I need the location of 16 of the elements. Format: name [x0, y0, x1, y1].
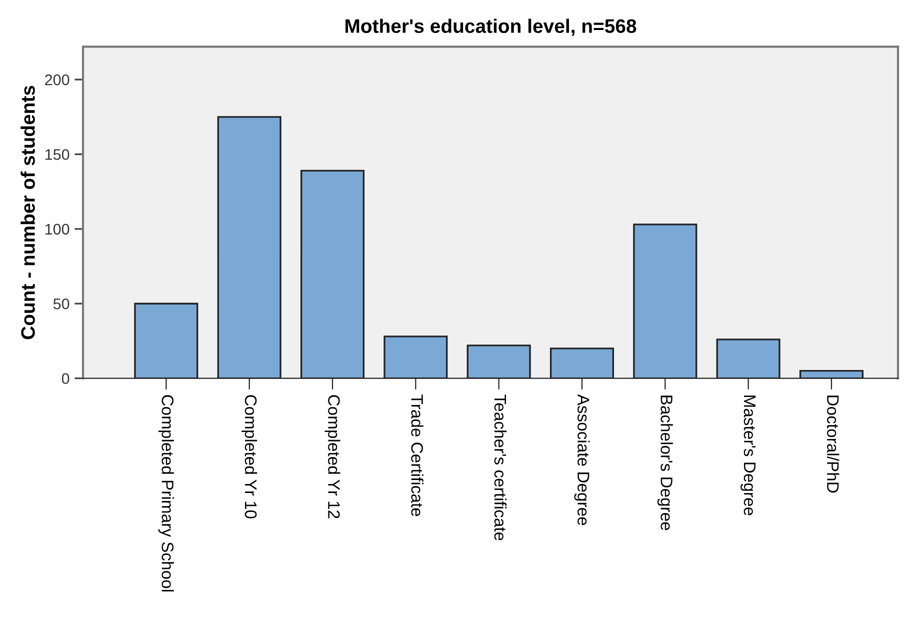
y-tick-label: 0 [62, 373, 70, 384]
x-tick-label: Bachelor's Degree [657, 396, 673, 530]
x-tick-label: Trade Certificate [411, 394, 424, 516]
chart-title: Mother's education level, n=568 [346, 18, 636, 36]
y-tick-label: 100 [45, 224, 70, 235]
y-axis-title: Count - number of students [20, 86, 35, 340]
x-tick-label: Master's Degree [740, 396, 756, 516]
x-tick-label: Teacher's certificate [494, 394, 507, 540]
x-tick-label: Completed Yr 12 [324, 395, 340, 518]
x-tick-label: Associate Degree [574, 394, 590, 526]
x-tick-label: Completed Primary School [158, 395, 174, 592]
x-tick-label: Doctoral/PhD [826, 396, 840, 493]
y-tick-label: 50 [53, 298, 70, 310]
y-tick-label: 150 [45, 149, 70, 160]
y-tick-label: 200 [45, 74, 70, 86]
x-tick-label: Completed Yr 10 [242, 395, 258, 518]
